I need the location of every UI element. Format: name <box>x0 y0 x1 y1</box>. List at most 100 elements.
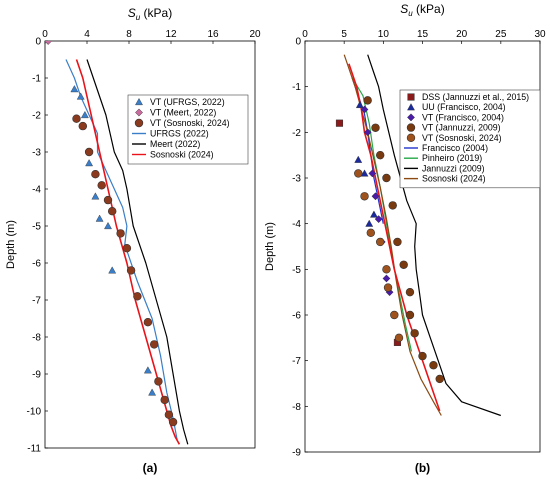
data-point <box>354 155 363 163</box>
data-point <box>369 210 378 218</box>
legend-marker-swatch <box>135 97 143 106</box>
y-axis-title: Depth (m) <box>264 222 276 271</box>
series-line <box>65 59 178 441</box>
y-tick-label: -1 <box>32 74 41 85</box>
data-point <box>394 333 404 343</box>
legend-marker-swatch <box>134 118 144 128</box>
data-point <box>383 283 393 292</box>
x-axis-title: Su (kPa) <box>400 2 444 18</box>
legend-marker-swatch <box>135 108 143 117</box>
legend-label: Sosnoski (2024) <box>150 150 214 160</box>
y-tick-label: -4 <box>32 185 41 196</box>
legend-marker-swatch <box>406 123 416 132</box>
x-tick-label: 15 <box>417 29 429 40</box>
legend: VT (UFRGS, 2022)VT (Meert, 2022)VT (Sosn… <box>127 94 249 165</box>
data-point <box>154 377 163 386</box>
data-point <box>107 207 117 216</box>
x-tick-label: 16 <box>207 29 219 40</box>
data-point <box>410 329 419 338</box>
data-point <box>122 244 132 253</box>
data-point <box>371 123 380 132</box>
data-point <box>103 195 113 205</box>
chart-panel-b: 0 5 10 15 20 25 30 0 -1 -2 -3 -4 -5 -6 -7 -8 -9 Su (kPa) D… <box>264 2 546 475</box>
data-point <box>91 192 100 200</box>
data-point <box>405 310 415 320</box>
data-point <box>148 388 157 396</box>
y-tick-label: -3 <box>292 174 301 185</box>
data-point <box>84 147 94 157</box>
data-point <box>150 340 159 349</box>
y-tick-label: -5 <box>32 222 41 233</box>
legend-marker-swatch <box>406 133 416 143</box>
data-point <box>366 228 375 238</box>
data-point <box>104 221 112 230</box>
x-tick-label: 4 <box>84 29 90 40</box>
legend-label: VT (UFRGS, 2022) <box>150 97 225 107</box>
data-point <box>168 417 178 427</box>
y-tick-label: -2 <box>292 128 301 139</box>
x-axis-title-subscript: u <box>408 9 413 18</box>
y-tick-label: -9 <box>292 448 301 459</box>
y-tick-label: -6 <box>292 311 301 322</box>
legend-label: UFRGS (2022) <box>150 129 209 139</box>
data-point <box>45 41 53 45</box>
legend-label: VT (Sosnoski, 2024) <box>422 133 502 143</box>
x-tick-label: 0 <box>302 29 308 40</box>
x-tick-label: 10 <box>378 29 390 40</box>
series-line <box>343 54 442 416</box>
series-layer <box>45 41 189 445</box>
data-point <box>133 292 142 301</box>
y-tick-label: -9 <box>32 370 41 381</box>
data-point <box>360 105 369 114</box>
data-point <box>76 92 85 100</box>
x-axis-title-unit: (kPa) <box>413 2 445 16</box>
legend-label: Sosnoski (2024) <box>422 174 486 184</box>
data-point <box>143 318 153 327</box>
data-point <box>376 237 385 247</box>
y-tick-label: 0 <box>35 37 41 48</box>
legend-box <box>127 94 249 165</box>
x-tick-label: 0 <box>42 29 48 40</box>
x-axis-title-unit: (kPa) <box>140 6 172 20</box>
x-tick-label: 20 <box>249 29 261 40</box>
x-axis-title-symbol: S <box>400 2 408 16</box>
y-tick-label: -8 <box>32 333 41 344</box>
panel-label: (b) <box>415 461 430 475</box>
y-tick-label: -7 <box>32 296 41 307</box>
data-point <box>393 237 402 247</box>
data-point <box>365 219 374 227</box>
data-point <box>363 96 372 105</box>
y-tick-label: -10 <box>27 407 42 418</box>
data-point <box>390 310 399 320</box>
y-tick-label: -5 <box>292 265 301 276</box>
data-point <box>85 159 94 167</box>
data-point <box>160 395 169 405</box>
y-tick-label: -3 <box>32 148 41 159</box>
x-axis-title-symbol: S <box>128 6 136 20</box>
data-point <box>97 181 106 190</box>
data-point <box>363 128 372 137</box>
x-axis-title: Su (kPa) <box>128 6 172 22</box>
y-tick-label: -2 <box>32 111 41 122</box>
data-point <box>368 169 377 178</box>
data-point <box>435 374 444 384</box>
data-point <box>143 366 152 374</box>
data-point <box>388 201 397 210</box>
data-point <box>382 274 391 283</box>
series-line <box>86 59 189 445</box>
data-point <box>91 170 100 179</box>
legend-label: Meert (2022) <box>150 139 200 149</box>
data-point <box>335 119 344 127</box>
legend-label: VT (Meert, 2022) <box>150 108 216 118</box>
data-point <box>382 265 391 274</box>
series-layer <box>335 54 501 417</box>
y-tick-label: -7 <box>292 356 301 367</box>
y-tick-label: -11 <box>27 444 41 455</box>
y-tick-label: 0 <box>295 37 301 48</box>
legend-label: Pinheiro (2019) <box>422 153 482 163</box>
x-tick-label: 30 <box>534 29 546 40</box>
data-point <box>371 192 380 201</box>
data-point <box>374 215 383 224</box>
data-point <box>360 192 369 201</box>
